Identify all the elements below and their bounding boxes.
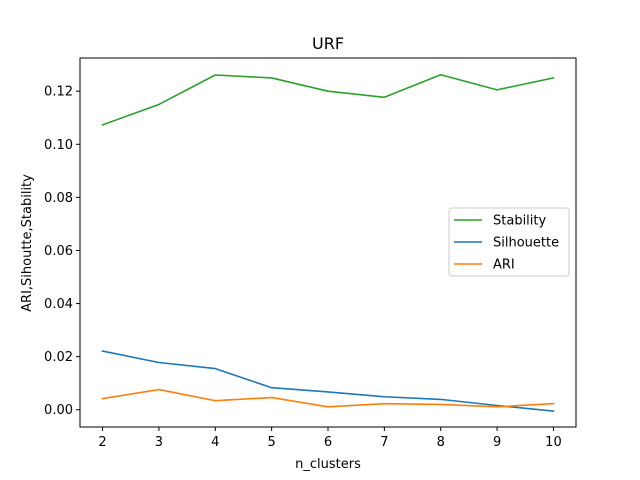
x-tick-label: 5 xyxy=(267,435,275,450)
series-line-ari xyxy=(101,388,555,408)
x-tick-label: 4 xyxy=(211,435,219,450)
y-tick-label: 0.06 xyxy=(44,244,73,259)
legend-label-stability: Stability xyxy=(493,214,547,229)
legend-label-ari: ARI xyxy=(493,258,515,273)
x-tick-label: 10 xyxy=(545,435,562,450)
chart-title: URF xyxy=(312,34,344,53)
x-tick-label: 8 xyxy=(437,435,445,450)
legend: Stability Silhouette ARI xyxy=(448,207,570,277)
x-tick-label: 2 xyxy=(98,435,106,450)
y-tick-label: 0.00 xyxy=(44,403,73,418)
series-line-stability xyxy=(101,73,555,126)
plot-area xyxy=(101,73,555,412)
series-line-silhouette xyxy=(101,350,555,412)
y-tick-label: 0.04 xyxy=(44,297,73,312)
legend-box xyxy=(448,207,570,277)
x-tick-label: 9 xyxy=(493,435,501,450)
y-tick-label: 0.08 xyxy=(44,191,73,206)
y-axis: 0.00 0.02 0.04 0.06 0.08 0.10 0.12 xyxy=(44,85,80,418)
x-tick-label: 3 xyxy=(155,435,163,450)
x-axis: 2 3 4 5 6 7 8 9 10 xyxy=(98,427,562,450)
x-tick-label: 6 xyxy=(324,435,332,450)
y-tick-label: 0.10 xyxy=(44,138,73,153)
x-axis-title: n_clusters xyxy=(295,457,361,472)
y-tick-label: 0.02 xyxy=(44,350,73,365)
y-axis-title: ARI,Sihoutte,Stability xyxy=(20,174,35,312)
y-tick-label: 0.12 xyxy=(44,85,73,100)
x-tick-label: 7 xyxy=(380,435,388,450)
legend-label-silhouette: Silhouette xyxy=(493,236,559,251)
